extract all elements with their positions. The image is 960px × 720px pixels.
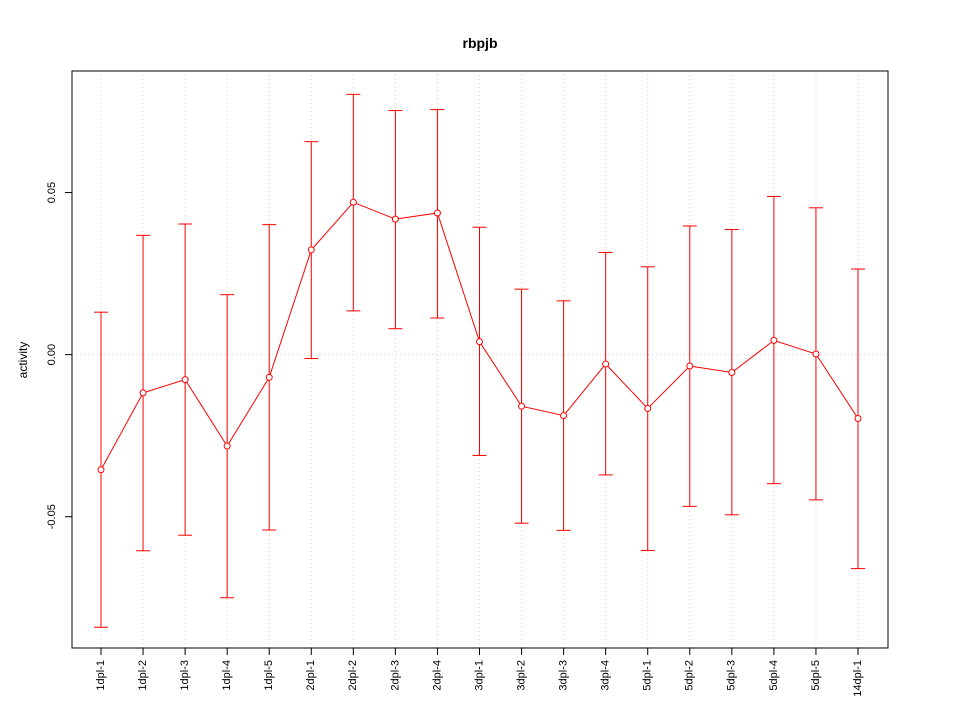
y-tick-label: 0.00 <box>46 344 58 365</box>
data-point <box>644 404 652 412</box>
x-tick-label: 14dpl-1 <box>852 660 864 697</box>
data-point <box>97 466 105 474</box>
x-tick-label: 2dpl-3 <box>389 660 401 691</box>
data-point <box>391 215 399 223</box>
data-point <box>602 360 610 368</box>
y-tick-label: 0.05 <box>46 182 58 203</box>
data-point <box>349 198 357 206</box>
chart-title: rbpjb <box>463 35 498 51</box>
x-tick-label: 5dpl-2 <box>684 660 696 691</box>
x-tick-label: 2dpl-1 <box>305 660 317 691</box>
data-point <box>728 368 736 376</box>
data-point <box>476 338 483 346</box>
x-tick-label: 3dpl-3 <box>558 660 570 691</box>
data-point <box>181 376 189 384</box>
y-axis-label: activity <box>16 342 30 379</box>
x-tick-label: 5dpl-5 <box>810 660 822 691</box>
x-tick-label: 5dpl-1 <box>642 660 654 691</box>
data-points <box>97 198 862 474</box>
data-point <box>560 412 568 420</box>
data-point <box>770 336 778 344</box>
data-point <box>433 209 441 217</box>
data-point <box>518 402 526 410</box>
x-tick-label: 2dpl-4 <box>431 660 443 691</box>
data-point <box>812 350 820 358</box>
x-tick-label: 3dpl-4 <box>600 660 612 691</box>
data-point <box>223 442 231 450</box>
x-tick-label: 3dpl-2 <box>515 660 527 691</box>
x-tick-label: 3dpl-1 <box>473 660 485 691</box>
data-point <box>307 246 315 254</box>
x-tick-label: 2dpl-2 <box>347 660 359 691</box>
x-tick-label: 1dpl-1 <box>95 660 107 691</box>
x-tick-label: 5dpl-3 <box>726 660 738 691</box>
data-point <box>686 362 694 370</box>
x-tick-label: 1dpl-4 <box>221 660 233 691</box>
x-tick-label: 5dpl-4 <box>768 660 780 691</box>
x-tick-label: 1dpl-5 <box>263 660 275 691</box>
x-axis: 1dpl-1 1dpl-2 1dpl-3 1dpl-4 1dpl-5 2dpl-1 2dpl… <box>95 647 864 697</box>
x-tick-label: 1dpl-3 <box>179 660 191 691</box>
x-tick-label: 1dpl-2 <box>137 660 149 691</box>
y-tick-label: -0.05 <box>46 504 58 529</box>
data-point <box>265 373 273 381</box>
data-point <box>139 389 147 397</box>
y-axis: -0.05 0.00 0.05 <box>46 182 73 529</box>
data-point <box>854 414 862 422</box>
